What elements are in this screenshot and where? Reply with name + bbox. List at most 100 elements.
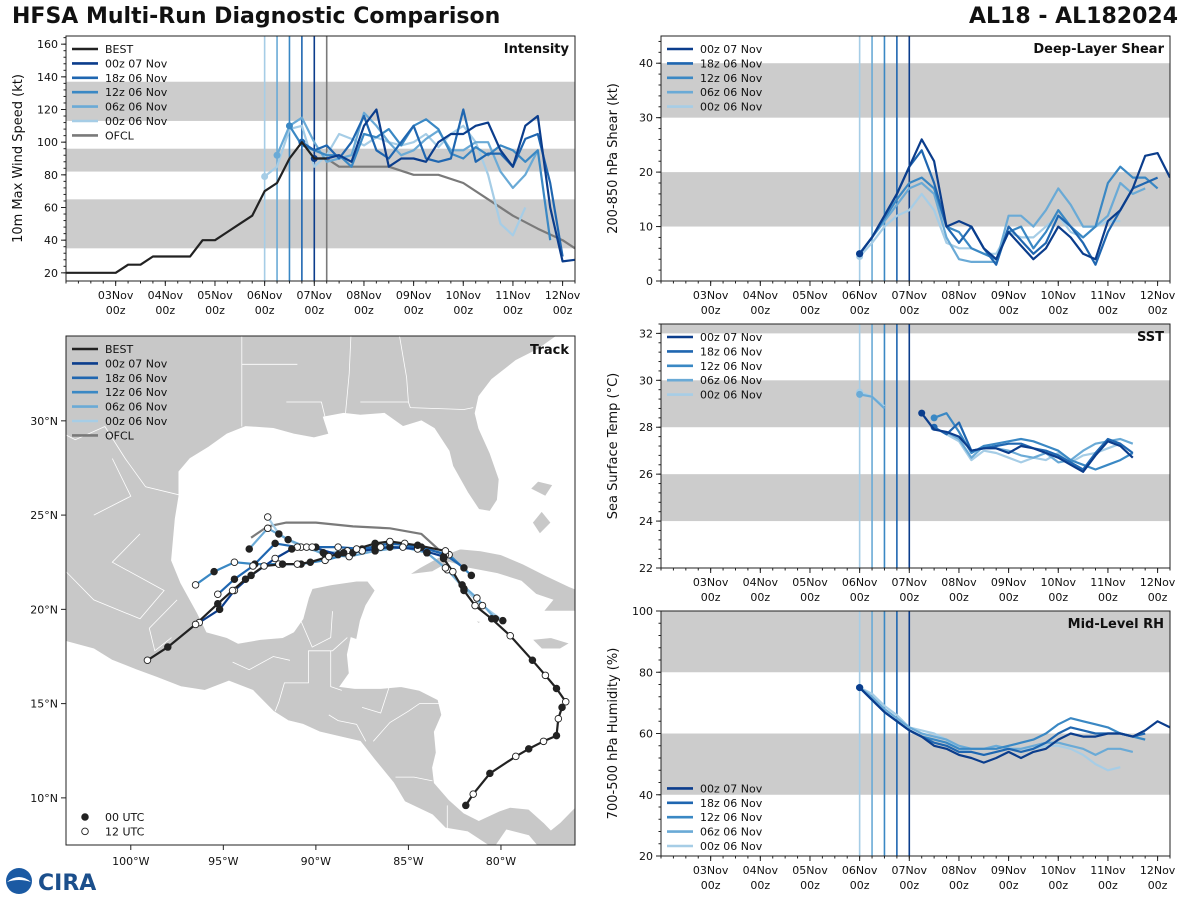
y-tick-label: 140 [37, 71, 58, 84]
track-marker-00utc [210, 567, 218, 576]
x-tick-sublabel: 00z [453, 304, 473, 317]
x-tick-sublabel: 00z [106, 304, 126, 317]
legend-label: 00z 07 Nov [105, 357, 168, 370]
map-frame [65, 335, 576, 846]
panel-shear: 0 10 20 30 40 03Nov 00z 04Nov 00z 05Nov 00z 06Nov 00… [606, 35, 1176, 317]
track-marker-12utc [352, 545, 361, 553]
plot-area [661, 36, 1170, 281]
x-tick-sublabel: 00z [999, 591, 1019, 604]
x-tick-sublabel: 00z [949, 304, 969, 317]
land-bahamas [531, 510, 552, 535]
x-tick-label: 10Nov [1041, 576, 1077, 589]
track-marker-00utc [528, 656, 537, 665]
lat-tick-label: 30°N [30, 415, 58, 428]
border-line [345, 336, 352, 414]
x-tick-sublabel: 00z [701, 879, 721, 892]
track-marker-00utc [552, 684, 561, 693]
border-line [298, 611, 333, 648]
x-tick-sublabel: 00z [750, 304, 770, 317]
track-marker-00utc [486, 769, 494, 778]
init-point-marker [918, 409, 926, 417]
track-marker-00utc [241, 575, 250, 583]
border-line [395, 776, 433, 782]
track-marker-00utc [214, 599, 222, 608]
legend-label: 00z 06 Nov [700, 101, 763, 114]
border-line [66, 425, 185, 497]
series-line-00z-07-nov [858, 138, 1170, 261]
track-marker-12utc [334, 543, 342, 551]
x-tick-label: 05Nov [792, 289, 828, 302]
border-line [330, 650, 342, 691]
y-axis-label: 700-500 hPa Humidity (%) [606, 648, 621, 820]
lat-tick-label: 10°N [30, 792, 58, 805]
x-tick-sublabel: 00z [1148, 304, 1168, 317]
lon-tick-label: 95°W [208, 855, 238, 868]
x-tick-sublabel: 00z [1148, 591, 1168, 604]
y-tick-label: 30 [639, 112, 653, 125]
border-line [328, 714, 367, 742]
border-line [66, 533, 165, 620]
x-tick-sublabel: 00z [949, 591, 969, 604]
x-tick-label: 10Nov [1041, 864, 1077, 877]
x-tick-label: 11Nov [1090, 864, 1126, 877]
init-point-marker [930, 414, 938, 422]
series-line-12z-06-nov [288, 118, 552, 241]
x-tick-sublabel: 00z [800, 304, 820, 317]
track-marker-12utc [449, 567, 457, 576]
legend-label: BEST [105, 43, 133, 56]
shade-band [661, 324, 1170, 334]
x-tick-sublabel: 00z [1098, 304, 1118, 317]
track-marker-12utc [539, 737, 548, 746]
x-tick-sublabel: 00z [1048, 304, 1068, 317]
init-point-marker [856, 684, 864, 692]
shade-band [66, 81, 575, 121]
legend-label: 06z 06 Nov [700, 86, 763, 99]
plot-area [661, 611, 1170, 856]
track-marker-00utc [487, 615, 496, 623]
track-marker-00utc [558, 703, 566, 712]
x-tick-sublabel: 00z [949, 879, 969, 892]
legend-label: 06z 06 Nov [105, 101, 168, 114]
x-tick-label: 09Nov [991, 289, 1027, 302]
lon-tick-label: 85°W [393, 855, 423, 868]
x-tick-label: 09Nov [396, 289, 432, 302]
shade-band [661, 611, 1170, 673]
series-line-18z-06-nov [301, 108, 564, 257]
track-marker-12utc [561, 697, 570, 706]
legend-label: 18z 06 Nov [105, 372, 168, 385]
x-tick-sublabel: 00z [750, 879, 770, 892]
legend-label: 12z 06 Nov [105, 86, 168, 99]
y-tick-label: 120 [37, 104, 58, 117]
legend-label: 00z 06 Nov [700, 389, 763, 402]
border-line [399, 336, 409, 403]
x-tick-sublabel: 00z [1148, 879, 1168, 892]
x-tick-label: 11Nov [1090, 576, 1126, 589]
plot-frame [660, 35, 1171, 282]
track-marker-00utc [413, 541, 422, 550]
land-mainland [66, 336, 575, 845]
legend-label: 18z 06 Nov [700, 797, 763, 810]
legend-label: 00z 06 Nov [105, 115, 168, 128]
track-marker-12utc [191, 581, 200, 589]
shade-band [661, 474, 1170, 522]
x-tick-label: 03Nov [693, 289, 729, 302]
y-tick-label: 20 [639, 850, 653, 863]
track-marker-12utc [471, 601, 479, 610]
x-tick-sublabel: 00z [1048, 879, 1068, 892]
y-tick-label: 30 [639, 374, 653, 387]
track-marker-12utc [263, 524, 272, 533]
x-tick-sublabel: 00z [553, 304, 573, 317]
x-tick-label: 07Nov [892, 864, 928, 877]
track-marker-12utc [230, 558, 239, 566]
x-tick-label: 05Nov [792, 864, 828, 877]
x-tick-label: 09Nov [991, 576, 1027, 589]
y-tick-label: 100 [37, 136, 58, 149]
shade-band [66, 199, 575, 249]
y-axis-label: 200-850 hPa Shear (kt) [606, 83, 621, 234]
border-line [232, 656, 291, 671]
y-tick-label: 160 [37, 38, 58, 51]
x-tick-sublabel: 00z [750, 591, 770, 604]
figure-title: HFSA Multi-Run Diagnostic Comparison [12, 4, 501, 29]
panel-rh: 20 40 60 80 100 03Nov 00z 04Nov 00z 05Nov 00z 06Nov… [606, 605, 1176, 892]
track-marker-00utc [439, 554, 448, 563]
